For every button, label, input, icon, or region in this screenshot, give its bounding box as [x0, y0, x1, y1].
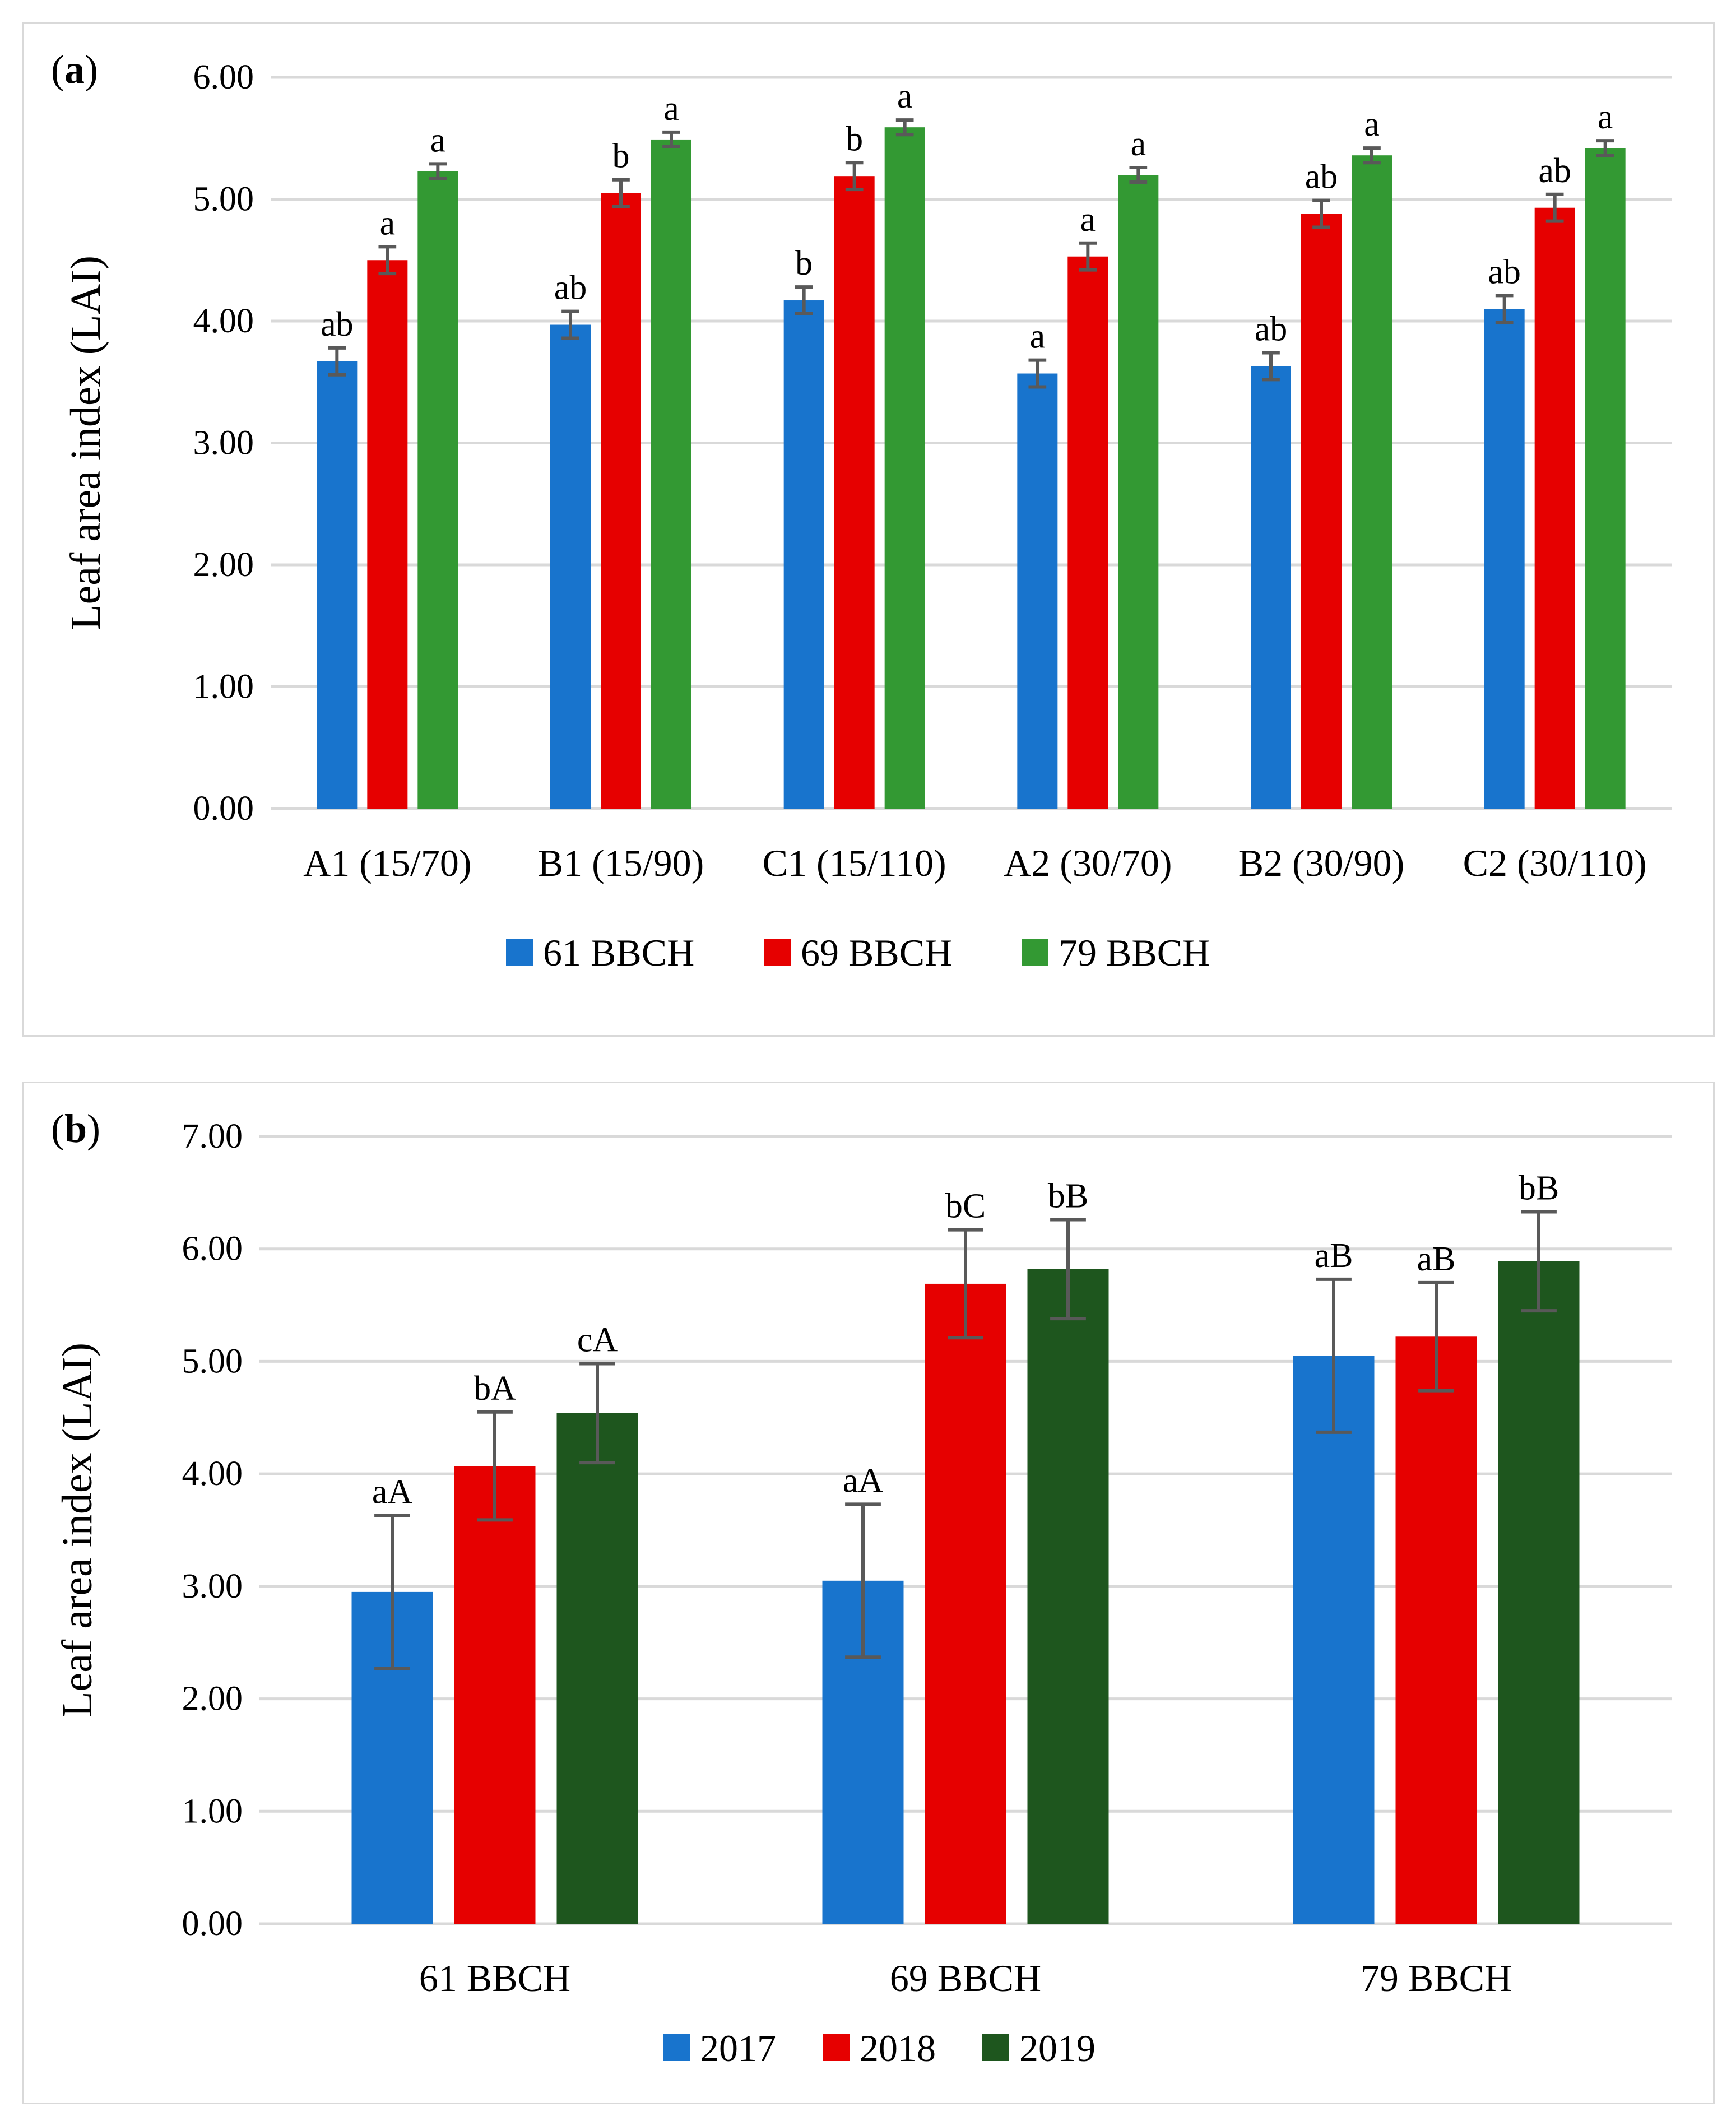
chart-b-significance-label: aA — [372, 1473, 413, 1511]
chart-a-bar — [1301, 214, 1342, 809]
chart-a-significance-label: ab — [321, 305, 354, 344]
chart-a-xtick-label: B1 (15/90) — [538, 842, 704, 884]
chart-b-significance-label: cA — [577, 1321, 618, 1359]
chart-a-ytick-label: 0.00 — [193, 790, 254, 828]
chart-a-ytick-label: 2.00 — [193, 546, 254, 584]
chart-a-significance-label: ab — [1305, 158, 1338, 196]
chart-b-ytick-label: 1.00 — [182, 1792, 243, 1830]
chart-b-legend-swatch — [663, 2034, 690, 2061]
chart-b-ytick-label: 4.00 — [182, 1455, 243, 1493]
chart-a-bar — [317, 361, 358, 809]
chart-a-legend-swatch — [1022, 939, 1048, 966]
chart-b-significance-label: bB — [1519, 1169, 1559, 1207]
chart-a-bar — [884, 127, 925, 809]
chart-a-legend-swatch — [506, 939, 533, 966]
chart-a-ylabel: Leaf area index (LAI) — [62, 256, 109, 630]
chart-a-bar — [834, 176, 875, 809]
chart-a-bar — [601, 193, 641, 809]
chart-a-significance-label: a — [430, 121, 446, 159]
chart-b-xtick-label: 61 BBCH — [419, 1957, 570, 1999]
chart-a-xtick-label: C1 (15/110) — [763, 842, 946, 884]
chart-b-significance-label: aB — [1417, 1240, 1456, 1278]
chart-a-significance-label: a — [1080, 201, 1096, 239]
chart-a-bar — [1484, 309, 1525, 809]
chart-a-bar — [1352, 155, 1392, 809]
chart-b-ylabel: Leaf area index (LAI) — [54, 1343, 101, 1718]
chart-b-bar — [1027, 1269, 1109, 1924]
chart-b-legend-label: 2017 — [700, 2027, 776, 2069]
chart-a-legend-label: 61 BBCH — [543, 931, 694, 974]
chart-b-svg: (b) 0.00 1.00 2.00 3.00 4.00 5.00 6.00 7.00 Leaf… — [51, 1106, 1672, 2069]
chart-b-legend-swatch — [982, 2034, 1009, 2061]
panel-a: (a) 0.00 1.00 2.00 3.00 4.00 5.00 6.00 Leaf are… — [22, 22, 1715, 1037]
chart-a-significance-label: ab — [1488, 253, 1521, 291]
chart-b-significance-label: bA — [474, 1370, 516, 1408]
chart-b-significance-label: bC — [945, 1187, 986, 1226]
chart-a-xtick-label: B2 (30/90) — [1238, 842, 1405, 884]
chart-a-significance-label: a — [1030, 318, 1046, 356]
chart-a-bar — [1585, 148, 1626, 809]
chart-a-bar — [550, 324, 591, 809]
chart-a-xtick-label: A1 (15/70) — [303, 842, 471, 884]
chart-a-bar — [651, 139, 691, 809]
chart-a-svg: (a) 0.00 1.00 2.00 3.00 4.00 5.00 6.00 Leaf are… — [51, 47, 1672, 974]
chart-a-significance-label: a — [1598, 98, 1613, 136]
chart-a-significance-label: a — [897, 77, 913, 115]
panel-a-tag: (a) — [51, 47, 98, 92]
chart-b-xtick-label: 79 BBCH — [1361, 1957, 1512, 1999]
chart-b-legend-label: 2019 — [1019, 2027, 1096, 2069]
chart-b-ytick-label: 6.00 — [182, 1230, 243, 1268]
chart-a-ytick-label: 5.00 — [193, 180, 254, 219]
chart-a-significance-label: ab — [1538, 152, 1571, 190]
chart-a-significance-label: a — [1131, 125, 1146, 163]
chart-b-bar — [1498, 1261, 1580, 1924]
chart-b-significance-label: bB — [1048, 1177, 1088, 1215]
panel-b-tag: (b) — [51, 1106, 100, 1151]
chart-b-bar — [454, 1466, 536, 1924]
chart-a-bar — [367, 260, 408, 809]
chart-a-ytick-label: 3.00 — [193, 424, 254, 462]
chart-b-bar — [1293, 1356, 1375, 1924]
chart-a-significance-label: b — [846, 120, 863, 158]
chart-a-bar — [1251, 366, 1291, 809]
chart-a-legend-label: 69 BBCH — [801, 931, 952, 974]
chart-b-ytick-label: 7.00 — [182, 1117, 243, 1155]
chart-a-significance-label: ab — [554, 269, 587, 307]
chart-a-bar — [783, 300, 824, 809]
chart-a-xtick-label: C2 (30/110) — [1463, 842, 1647, 884]
chart-b-ytick-label: 5.00 — [182, 1342, 243, 1380]
chart-b-bar — [556, 1413, 638, 1924]
chart-a-significance-label: ab — [1255, 310, 1288, 349]
chart-a-significance-label: b — [612, 137, 630, 175]
chart-b-legend-swatch — [823, 2034, 850, 2061]
chart-b-bar — [925, 1283, 1006, 1924]
chart-a-xtick-label: A2 (30/70) — [1004, 842, 1172, 884]
chart-a-bar — [1534, 207, 1575, 809]
chart-a-bar — [417, 171, 458, 809]
chart-a-ytick-label: 4.00 — [193, 302, 254, 340]
chart-b-ytick-label: 0.00 — [182, 1905, 243, 1943]
panel-b: (b) 0.00 1.00 2.00 3.00 4.00 5.00 6.00 7.00 Leaf… — [22, 1082, 1715, 2104]
chart-a-significance-label: a — [380, 204, 396, 242]
chart-b-legend-label: 2018 — [860, 2027, 936, 2069]
chart-b-bar — [1395, 1336, 1477, 1924]
chart-a-bar — [1118, 175, 1159, 809]
chart-b-significance-label: aA — [843, 1461, 884, 1500]
chart-b-significance-label: aB — [1315, 1237, 1353, 1275]
chart-b-ytick-label: 2.00 — [182, 1680, 243, 1718]
chart-a-legend-swatch — [764, 939, 791, 966]
chart-a-significance-label: a — [663, 90, 679, 128]
chart-a-legend-label: 79 BBCH — [1059, 931, 1210, 974]
chart-b-ytick-label: 3.00 — [182, 1567, 243, 1605]
chart-a-ytick-label: 1.00 — [193, 668, 254, 706]
chart-a-ytick-label: 6.00 — [193, 58, 254, 96]
chart-a-bar — [1067, 256, 1108, 809]
chart-a-significance-label: b — [795, 244, 813, 282]
chart-b-xtick-label: 69 BBCH — [890, 1957, 1041, 1999]
chart-a-significance-label: a — [1364, 105, 1380, 143]
chart-a-bar — [1017, 373, 1058, 809]
